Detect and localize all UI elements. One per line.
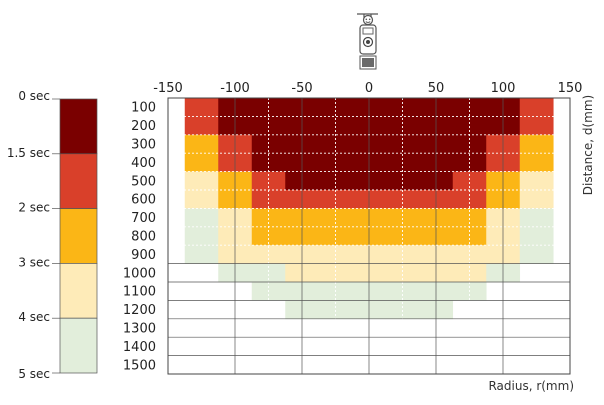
heatmap-cell (251, 263, 286, 283)
y-tick-label: 500 (131, 174, 156, 189)
heatmap-cell (519, 116, 554, 136)
y-tick-label: 200 (131, 119, 156, 134)
y-tick-label: 1200 (123, 303, 156, 318)
x-tick-labels: -150 -100 -50 0 50 100 150 (153, 81, 582, 96)
heatmap-cell (251, 116, 286, 136)
x-tick-label: 0 (365, 81, 373, 96)
heatmap-cell (452, 226, 487, 246)
heatmap-cell (184, 226, 219, 246)
heatmap-cell (519, 153, 554, 172)
heatmap-cell (318, 263, 353, 283)
heatmap-cell (519, 226, 554, 246)
heatmap-cell (318, 300, 353, 320)
legend-label: 1.5 sec (7, 146, 50, 160)
heatmap-cell (251, 226, 286, 246)
heatmap-cell (385, 208, 420, 228)
x-tick-label: -100 (220, 81, 250, 96)
legend-band (59, 317, 98, 374)
y-tick-label: 300 (131, 138, 156, 153)
heatmap-cell (452, 208, 487, 228)
legend-label: 2 sec (18, 201, 50, 215)
heatmap-cell (184, 153, 219, 172)
heatmap-cell (184, 245, 219, 264)
y-tick-label: 1400 (123, 340, 156, 355)
heatmap-cell (385, 300, 420, 320)
legend-label: 3 sec (18, 255, 50, 269)
heatmap-cell (519, 171, 554, 191)
x-tick-label: -50 (291, 81, 312, 96)
x-tick-label: -150 (153, 81, 183, 96)
legend-band (59, 153, 98, 209)
heatmap-cell (184, 116, 219, 136)
y-tick-label: 100 (131, 101, 156, 116)
heatmap-cell (519, 208, 554, 228)
heatmap-cell (519, 134, 554, 154)
heatmap-cell (452, 263, 487, 283)
heatmap-cell (318, 226, 353, 246)
legend-label: 0 sec (18, 89, 50, 103)
heatmap-cell (184, 134, 219, 154)
heatmap-cell (385, 226, 420, 246)
y-tick-label: 1300 (123, 322, 156, 337)
heatmap-cell (184, 190, 219, 209)
y-tick-label: 1000 (123, 266, 156, 281)
y-tick-label: 700 (131, 211, 156, 226)
heatmap-cell (385, 171, 420, 191)
heatmap-cell (318, 171, 353, 191)
heatmap-cell (519, 190, 554, 209)
heatmap-cell (251, 134, 286, 154)
heatmap-cell (385, 134, 420, 154)
heatmap-cell (519, 245, 554, 264)
heatmap-cell (184, 171, 219, 191)
x-tick-label: 150 (558, 81, 583, 96)
y-tick-label: 600 (131, 193, 156, 208)
heatmap-cell (318, 116, 353, 136)
y-tick-label: 400 (131, 156, 156, 171)
plot-frame (167, 97, 571, 375)
heatmap-cell (385, 116, 420, 136)
x-tick-label: 100 (491, 81, 516, 96)
legend-label: 4 sec (18, 310, 50, 324)
y-tick-label: 800 (131, 230, 156, 245)
heatmap-cell (452, 116, 487, 136)
heatmap-cell (318, 208, 353, 228)
legend: 0 sec 1.5 sec 2 sec 3 sec 4 sec 5 sec (7, 89, 98, 381)
heatmap-cell (184, 98, 219, 117)
smoke-detector-icon (357, 13, 378, 70)
legend-band (59, 263, 98, 319)
y-tick-label: 1500 (123, 358, 156, 373)
x-tick-label: 50 (428, 81, 445, 96)
y-tick-label: 900 (131, 248, 156, 263)
legend-band (59, 208, 98, 264)
grid (167, 97, 571, 375)
y-tick-label: 1100 (123, 285, 156, 300)
heatmap-cell (184, 208, 219, 228)
x-axis-label: Radius, r(mm) (488, 379, 574, 393)
heatmap-cell (251, 208, 286, 228)
heatmap-cell (452, 134, 487, 154)
heatmap-cell (385, 263, 420, 283)
y-axis-label: Distance, d(mm) (581, 95, 595, 195)
y-tick-labels: 100 200 300 400 500 600 700 800 900 1000 1100 1200 1… (123, 101, 156, 374)
heatmap-cell (251, 171, 286, 191)
heatmap-cell (452, 171, 487, 191)
heatmap-cell (318, 134, 353, 154)
heatmap-cell (519, 98, 554, 117)
legend-label: 5 sec (18, 367, 50, 381)
legend-band (59, 98, 98, 155)
